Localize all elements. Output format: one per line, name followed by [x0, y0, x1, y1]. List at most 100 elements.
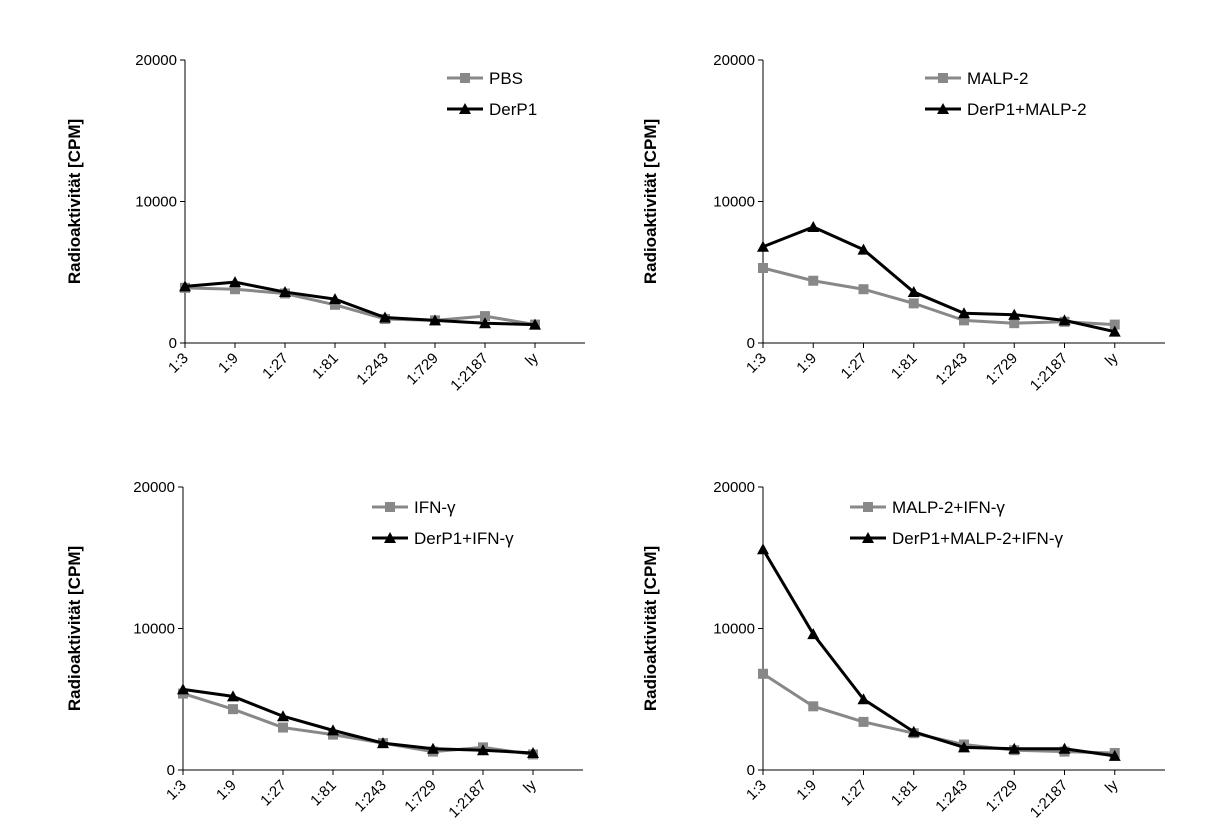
data-point-triangle	[229, 276, 241, 288]
data-point-triangle	[277, 710, 289, 722]
legend-label: IFN-γ	[414, 498, 456, 517]
x-tick-label: ly	[520, 776, 540, 796]
data-point-triangle	[807, 220, 820, 232]
x-tick-label: 1:243	[932, 777, 971, 816]
x-tick-label: ly	[522, 349, 542, 369]
data-point-triangle	[958, 741, 970, 753]
data-point-triangle	[907, 286, 920, 298]
x-tick-label: 1:729	[983, 350, 1022, 389]
data-point-square	[808, 275, 819, 286]
x-tick-label: 1:27	[838, 350, 871, 383]
y-axis-label: Radioaktivität [CPM]	[65, 119, 84, 284]
series-line-2	[184, 280, 536, 327]
data-point-square	[908, 298, 919, 309]
data-point-triangle	[757, 543, 769, 555]
data-point-triangle	[279, 286, 291, 298]
y-tick-label: 0	[747, 335, 755, 352]
y-tick-label: 20000	[713, 479, 755, 496]
y-axis-label: Radioaktivität [CPM]	[641, 119, 660, 284]
x-tick-label: 1:9	[213, 777, 240, 804]
x-tick-label: 1:729	[403, 350, 442, 389]
y-tick-label: 10000	[135, 194, 177, 211]
x-tick-label: 1:729	[983, 777, 1022, 816]
data-point-triangle	[377, 737, 389, 749]
data-point-triangle	[379, 311, 391, 323]
y-axis-label: Radioaktivität [CPM]	[65, 546, 84, 711]
series-line-1	[762, 266, 1115, 327]
legend-marker-triangle	[384, 532, 396, 543]
x-tick-label: 1:2187	[1027, 350, 1071, 394]
y-tick-label: 10000	[133, 621, 175, 638]
x-tick-label: 1:27	[257, 777, 290, 810]
data-point-triangle	[958, 307, 970, 319]
y-tick-label: 10000	[713, 621, 755, 638]
legend-marker-triangle	[937, 103, 949, 114]
y-axis-label: Radioaktivität [CPM]	[641, 546, 660, 711]
data-point-square	[480, 311, 490, 322]
data-point-square	[230, 284, 240, 295]
y-tick-label: 20000	[135, 52, 177, 69]
x-tick-label: 1:2187	[447, 350, 491, 394]
data-point-square	[278, 722, 288, 733]
x-tick-label: 1:9	[793, 350, 820, 377]
legend-label: MALP-2+IFN-γ	[892, 498, 1005, 517]
x-tick-label: 1:27	[838, 777, 871, 810]
y-tick-label: 10000	[713, 194, 755, 211]
data-point-triangle	[1058, 742, 1071, 754]
series-line-1	[184, 286, 536, 327]
data-point-square	[1009, 318, 1020, 329]
series-line-2	[761, 548, 1115, 758]
data-point-square	[959, 315, 969, 326]
x-tick-label: 1:3	[743, 350, 770, 377]
legend-marker-square	[863, 502, 873, 512]
series-line-1	[182, 692, 534, 756]
data-point-square	[858, 284, 869, 295]
data-point-triangle	[527, 747, 539, 759]
data-point-triangle	[757, 240, 769, 252]
data-point-square	[1109, 319, 1120, 330]
chart-panel-4: 0 10000 20000 1:3 1:9 1:27 1:81 1:243 1:729 1:218…	[641, 479, 1165, 821]
x-tick-label: 1:3	[165, 350, 192, 377]
data-point-square	[330, 299, 340, 310]
x-tick-label: 1:243	[351, 777, 390, 816]
data-point-triangle	[807, 628, 820, 640]
data-point-square	[758, 263, 768, 274]
x-tick-label: 1:9	[793, 777, 820, 804]
legend-label: DerP1	[489, 100, 537, 119]
data-point-triangle	[177, 683, 189, 695]
data-point-triangle	[1008, 742, 1021, 754]
x-tick-label: 1:81	[888, 350, 921, 383]
data-point-triangle	[857, 243, 870, 255]
legend-label: DerP1+MALP-2	[967, 100, 1087, 119]
x-tick-label: 1:81	[307, 777, 340, 810]
y-tick-label: 20000	[133, 479, 175, 496]
legend-label: DerP1+IFN-γ	[414, 529, 514, 548]
x-tick-label: 1:2187	[445, 777, 489, 821]
data-point-triangle	[227, 690, 239, 702]
x-tick-label: 1:9	[215, 350, 242, 377]
x-tick-label: 1:729	[401, 777, 440, 816]
data-point-triangle	[429, 314, 441, 326]
data-point-triangle	[857, 693, 870, 705]
data-point-triangle	[1058, 314, 1071, 326]
x-tick-label: ly	[1102, 776, 1122, 796]
data-point-triangle	[1008, 308, 1021, 320]
y-tick-label: 0	[169, 335, 177, 352]
x-tick-label: 1:3	[743, 777, 770, 804]
x-tick-label: 1:243	[932, 350, 971, 389]
data-point-triangle	[529, 318, 541, 330]
legend-label: DerP1+MALP-2+IFN-γ	[892, 529, 1063, 548]
legend-label: MALP-2	[967, 69, 1028, 88]
x-tick-label: 1:3	[163, 777, 190, 804]
data-point-triangle	[1108, 325, 1121, 337]
chart-panel-3: 0 10000 20000 1:3 1:9 1:27 1:81 1:243 1:729 1:218…	[65, 479, 583, 821]
data-point-square	[808, 701, 819, 712]
data-point-triangle	[179, 280, 191, 292]
series-line-2	[762, 225, 1116, 334]
legend-marker-triangle	[862, 532, 874, 543]
data-point-square	[758, 668, 768, 679]
x-tick-label: 1:81	[309, 350, 342, 383]
y-tick-label: 0	[167, 762, 175, 779]
y-tick-label: 0	[747, 762, 755, 779]
chart-panel-1: 0 10000 20000 1:3 1:9 1:27 1:81 1:243 1:729 1:218…	[65, 52, 585, 394]
